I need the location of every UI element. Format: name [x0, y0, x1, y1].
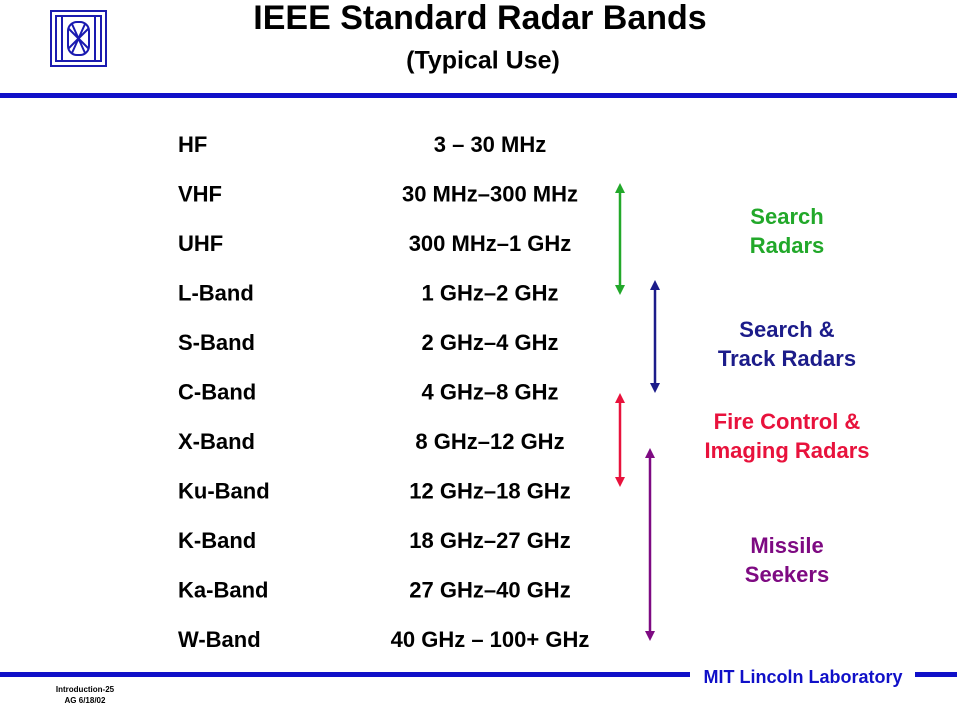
frequency-range: 1 GHz–2 GHz	[422, 280, 559, 305]
group-label: Fire Control &	[714, 409, 861, 434]
band-name: HF	[178, 132, 207, 157]
band-name: S-Band	[178, 330, 255, 355]
band-name: UHF	[178, 231, 223, 256]
frequency-range: 18 GHz–27 GHz	[409, 528, 570, 553]
band-name: W-Band	[178, 627, 261, 652]
frequency-range: 3 – 30 MHz	[434, 132, 547, 157]
slide-note: Introduction-25	[56, 685, 115, 694]
frequency-range: 4 GHz–8 GHz	[422, 379, 559, 404]
usage-groups: Search Radars Search & Track Radars Fire Con…	[615, 183, 870, 641]
lab-name: MIT Lincoln Laboratory	[703, 667, 902, 687]
arrow-head	[615, 285, 625, 295]
group-label: Missile	[750, 533, 823, 558]
arrow-head	[615, 393, 625, 403]
frequency-range: 300 MHz–1 GHz	[409, 231, 572, 256]
band-name: Ka-Band	[178, 577, 268, 602]
group-label: Seekers	[745, 562, 829, 587]
band-name: VHF	[178, 181, 222, 206]
band-name: X-Band	[178, 429, 255, 454]
frequency-range: 40 GHz – 100+ GHz	[391, 627, 590, 652]
band-table: HF 3 – 30 MHz VHF 30 MHz–300 MHz UHF 300 MHz–…	[178, 132, 589, 652]
group-label: Search	[750, 204, 823, 229]
group-label: Imaging Radars	[704, 438, 869, 463]
arrow-head	[650, 280, 660, 290]
frequency-range: 12 GHz–18 GHz	[409, 478, 570, 503]
group-label: Track Radars	[718, 346, 856, 371]
group-label: Radars	[750, 233, 825, 258]
title: IEEE Standard Radar Bands	[253, 0, 706, 37]
frequency-range: 30 MHz–300 MHz	[402, 181, 578, 206]
frequency-range: 8 GHz–12 GHz	[415, 429, 564, 454]
arrow-head	[645, 631, 655, 641]
frequency-range: 27 GHz–40 GHz	[409, 577, 570, 602]
header-rule	[0, 93, 957, 98]
logo	[50, 10, 107, 67]
subtitle: (Typical Use)	[406, 47, 560, 75]
band-name: C-Band	[178, 379, 256, 404]
arrow-head	[615, 183, 625, 193]
band-name: L-Band	[178, 280, 254, 305]
band-name: Ku-Band	[178, 478, 270, 503]
frequency-range: 2 GHz–4 GHz	[422, 330, 559, 355]
footer-rule	[0, 672, 690, 677]
arrow-head	[650, 383, 660, 393]
arrow-head	[645, 448, 655, 458]
slide-note: AG 6/18/02	[65, 696, 106, 705]
group-label: Search &	[739, 317, 834, 342]
arrow-head	[615, 477, 625, 487]
band-name: K-Band	[178, 528, 256, 553]
footer-rule	[915, 672, 957, 677]
